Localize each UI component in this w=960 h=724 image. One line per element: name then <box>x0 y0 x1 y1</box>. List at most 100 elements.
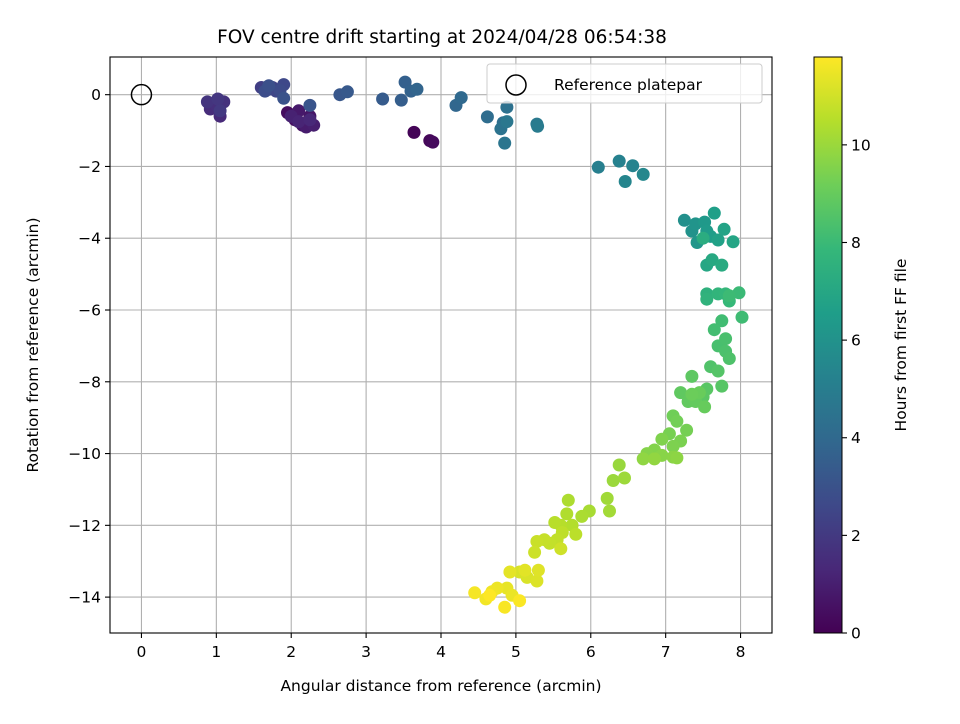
data-point <box>636 452 650 466</box>
y-axis-label: Rotation from reference (arcmin) <box>24 217 42 472</box>
colorbar-tick-label: 0 <box>851 625 861 643</box>
data-point <box>500 115 514 129</box>
data-point <box>528 545 542 559</box>
data-point <box>561 493 575 507</box>
y-tick-label: −10 <box>68 445 101 463</box>
data-point <box>340 85 354 99</box>
data-point <box>666 439 680 453</box>
data-point <box>698 400 712 414</box>
data-point <box>711 364 725 378</box>
data-point <box>722 289 736 303</box>
data-point <box>606 474 620 487</box>
legend: Reference platepar <box>486 63 763 104</box>
y-tick-label: −12 <box>68 517 101 535</box>
legend-marker <box>505 74 527 96</box>
data-point <box>680 423 694 437</box>
x-axis-label: Angular distance from reference (arcmin) <box>280 677 601 695</box>
x-tick-label: 3 <box>361 643 371 661</box>
data-point <box>454 91 468 105</box>
data-point <box>700 292 714 306</box>
reference-point-marker <box>130 83 153 106</box>
data-point <box>213 104 227 118</box>
data-point <box>498 136 512 150</box>
x-tick-label: 2 <box>286 643 296 661</box>
data-point <box>530 574 544 588</box>
data-point <box>262 79 276 93</box>
chart-title: FOV centre drift starting at 2024/04/28 … <box>217 27 667 48</box>
legend-box <box>486 63 763 104</box>
data-point <box>612 154 626 168</box>
data-point <box>575 509 589 523</box>
colorbar-label: Hours from first FF file <box>892 259 910 432</box>
data-point <box>726 235 740 249</box>
data-point <box>711 233 725 247</box>
data-point <box>277 91 291 105</box>
data-point <box>626 159 640 173</box>
colorbar-tick-label: 2 <box>851 527 861 545</box>
data-point <box>407 125 421 139</box>
y-tick-label: −14 <box>68 589 101 607</box>
x-axis-ticks: 0 1 2 3 4 5 6 7 8 <box>137 633 745 661</box>
y-tick-label: −6 <box>78 302 101 320</box>
data-point <box>603 504 616 518</box>
data-point <box>410 82 424 96</box>
data-point <box>548 516 562 529</box>
data-point <box>554 542 568 556</box>
grid-lines <box>110 57 772 633</box>
data-point <box>696 231 710 245</box>
x-tick-label: 4 <box>436 643 446 661</box>
data-point <box>705 253 719 267</box>
colorbar-ticks: 0 2 4 6 8 10 <box>842 136 871 643</box>
y-tick-label: −8 <box>78 373 101 391</box>
reference-marker <box>130 83 153 106</box>
data-point <box>685 387 699 401</box>
data-point <box>211 92 225 106</box>
y-tick-label: 0 <box>91 86 101 104</box>
colorbar-tick-label: 6 <box>851 332 861 350</box>
data-point <box>715 258 729 272</box>
colorbar-tick-label: 10 <box>851 136 871 154</box>
data-point <box>503 565 517 579</box>
data-point <box>426 135 440 149</box>
data-point <box>735 310 749 324</box>
data-point <box>292 115 306 129</box>
colorbar <box>813 56 843 634</box>
data-point <box>670 451 684 465</box>
x-tick-label: 7 <box>661 643 671 661</box>
y-axis-ticks: 0 −2 −4 −6 −8 −10 −12 −14 <box>68 86 110 607</box>
data-point <box>707 206 721 220</box>
x-tick-label: 6 <box>586 643 596 661</box>
data-point <box>677 213 691 227</box>
colorbar-tick-label: 8 <box>851 234 861 252</box>
data-point <box>722 352 736 365</box>
data-point <box>530 535 544 548</box>
data-point <box>618 471 631 485</box>
data-point <box>715 314 729 328</box>
data-point <box>480 110 494 124</box>
data-point <box>719 332 733 346</box>
data-point <box>560 507 574 521</box>
y-tick-label: −4 <box>78 230 101 248</box>
data-point <box>468 586 482 600</box>
y-tick-label: −2 <box>78 158 101 176</box>
x-tick-label: 0 <box>137 643 147 661</box>
data-point <box>569 527 583 541</box>
x-tick-label: 5 <box>511 643 521 661</box>
data-point <box>498 600 512 614</box>
data-point <box>591 160 605 174</box>
data-points <box>200 75 749 614</box>
data-point <box>303 98 317 112</box>
data-point <box>655 432 669 446</box>
data-point <box>636 167 650 181</box>
data-point <box>531 563 545 577</box>
data-point <box>707 323 721 337</box>
data-point <box>715 379 729 393</box>
x-tick-label: 1 <box>211 643 221 661</box>
data-point <box>531 119 545 133</box>
data-point <box>303 113 317 127</box>
data-point <box>685 369 699 383</box>
data-point <box>647 452 661 466</box>
data-point <box>200 95 214 109</box>
data-point <box>376 92 390 106</box>
